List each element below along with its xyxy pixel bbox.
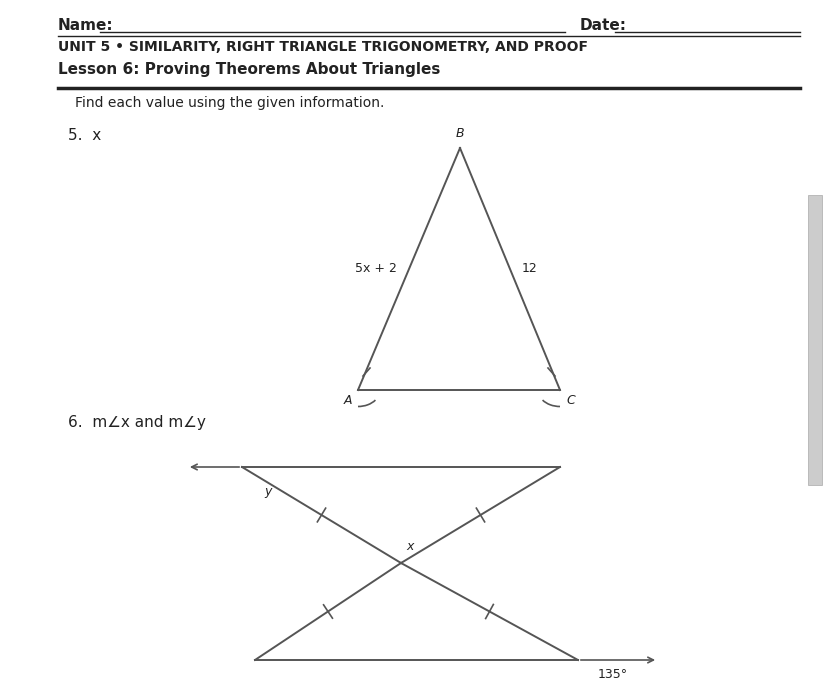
FancyBboxPatch shape: [807, 195, 821, 485]
Text: Lesson 6: Proving Theorems About Triangles: Lesson 6: Proving Theorems About Triangl…: [58, 62, 440, 77]
Text: x: x: [405, 540, 413, 553]
Text: UNIT 5 • SIMILARITY, RIGHT TRIANGLE TRIGONOMETRY, AND PROOF: UNIT 5 • SIMILARITY, RIGHT TRIANGLE TRIG…: [58, 40, 587, 54]
Text: 135°: 135°: [597, 668, 628, 681]
Text: Find each value using the given information.: Find each value using the given informat…: [75, 96, 384, 110]
Text: B: B: [455, 127, 464, 140]
Text: 12: 12: [521, 263, 537, 275]
Text: y: y: [264, 485, 271, 498]
Text: Date:: Date:: [579, 18, 626, 33]
Text: Name:: Name:: [58, 18, 113, 33]
Text: A: A: [343, 394, 351, 407]
Text: 5.  x: 5. x: [68, 128, 101, 143]
Text: C: C: [566, 394, 574, 407]
Text: 5x + 2: 5x + 2: [355, 263, 396, 275]
Text: 6.  m∠x and m∠y: 6. m∠x and m∠y: [68, 415, 206, 430]
